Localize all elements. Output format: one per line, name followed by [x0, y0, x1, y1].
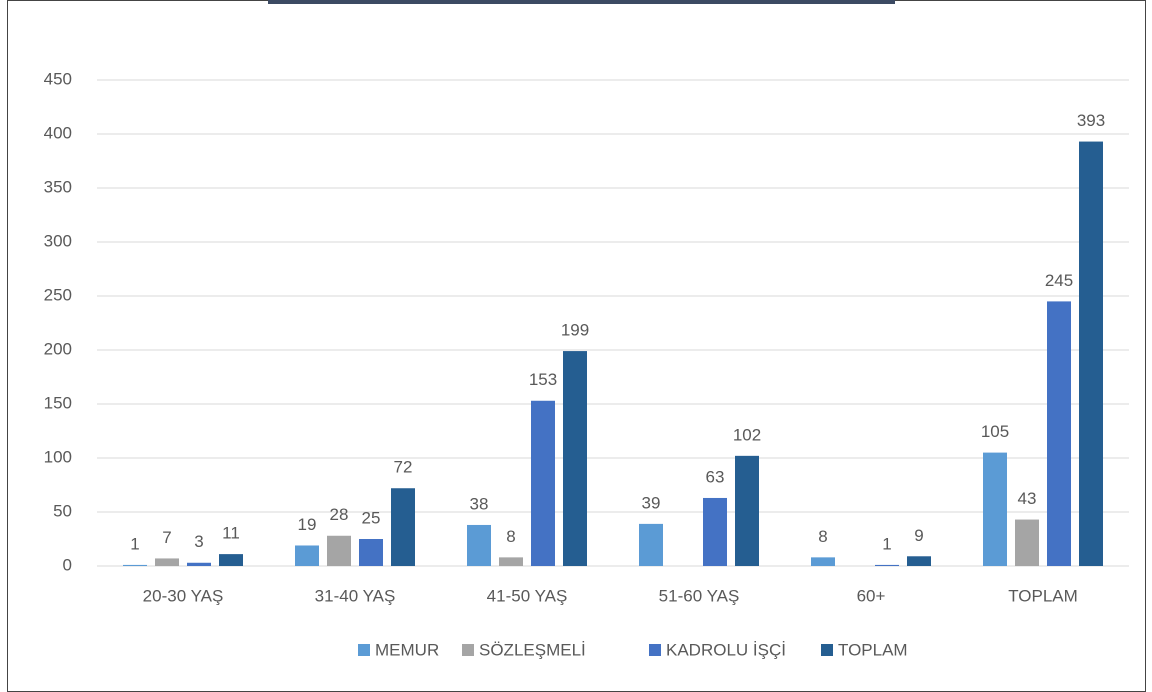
bar [907, 556, 931, 566]
y-tick-label: 50 [53, 501, 72, 520]
bar [295, 545, 319, 566]
bar [563, 351, 587, 566]
bar [327, 535, 351, 566]
data-label: 1 [130, 534, 139, 553]
y-tick-label: 200 [44, 339, 72, 358]
data-label: 153 [529, 370, 557, 389]
x-tick-label: 60+ [857, 586, 886, 605]
data-label: 8 [818, 527, 827, 546]
bar [703, 497, 727, 566]
data-label: 63 [706, 467, 725, 486]
bar [499, 557, 523, 566]
bar [875, 564, 899, 566]
data-label: 199 [561, 321, 589, 340]
legend-swatch [358, 644, 370, 656]
data-label: 245 [1045, 271, 1073, 290]
y-tick-label: 450 [44, 69, 72, 88]
bar [811, 557, 835, 566]
data-label: 38 [470, 494, 489, 513]
x-tick-label: 41-50 YAŞ [487, 586, 568, 605]
frame [7, 0, 1146, 692]
legend-swatch [821, 644, 833, 656]
bar [391, 488, 415, 566]
data-label: 105 [981, 422, 1009, 441]
y-tick-label: 250 [44, 285, 72, 304]
bar [639, 523, 663, 566]
data-label: 9 [914, 526, 923, 545]
legend-label: SÖZLEŞMELİ [479, 640, 586, 659]
bar [467, 524, 491, 566]
data-label: 11 [222, 524, 240, 543]
x-tick-label: 31-40 YAŞ [315, 586, 396, 605]
data-label: 3 [194, 532, 203, 551]
data-label: 393 [1077, 111, 1105, 130]
y-tick-label: 150 [44, 393, 72, 412]
bar [219, 554, 243, 566]
x-tick-label: TOPLAM [1008, 586, 1078, 605]
bar [983, 452, 1007, 566]
data-label: 72 [394, 458, 413, 477]
bar [1079, 141, 1103, 566]
legend-swatch [649, 644, 661, 656]
y-tick-label: 350 [44, 177, 72, 196]
data-label: 1 [882, 534, 891, 553]
y-tick-label: 0 [63, 555, 72, 574]
bar [1047, 301, 1071, 566]
bar [155, 558, 179, 566]
bar [531, 400, 555, 566]
data-label: 25 [362, 508, 381, 527]
y-tick-label: 100 [44, 447, 72, 466]
data-label: 19 [298, 515, 317, 534]
data-label: 102 [733, 425, 761, 444]
data-label: 7 [162, 528, 171, 547]
y-tick-label: 300 [44, 231, 72, 250]
data-label: 39 [642, 493, 661, 512]
top-strip [268, 0, 895, 4]
legend-label: KADROLU İŞÇİ [666, 640, 786, 659]
bar [735, 455, 759, 566]
bar [187, 562, 211, 566]
bar [359, 539, 383, 566]
bar [123, 564, 147, 566]
y-tick-label: 400 [44, 123, 72, 142]
legend-swatch [462, 644, 474, 656]
bar [1015, 519, 1039, 566]
data-label: 28 [330, 505, 349, 524]
data-label: 8 [506, 527, 515, 546]
legend-label: MEMUR [375, 640, 439, 659]
legend-label: TOPLAM [838, 640, 908, 659]
data-label: 43 [1018, 489, 1037, 508]
x-tick-label: 51-60 YAŞ [659, 586, 740, 605]
x-tick-label: 20-30 YAŞ [143, 586, 224, 605]
